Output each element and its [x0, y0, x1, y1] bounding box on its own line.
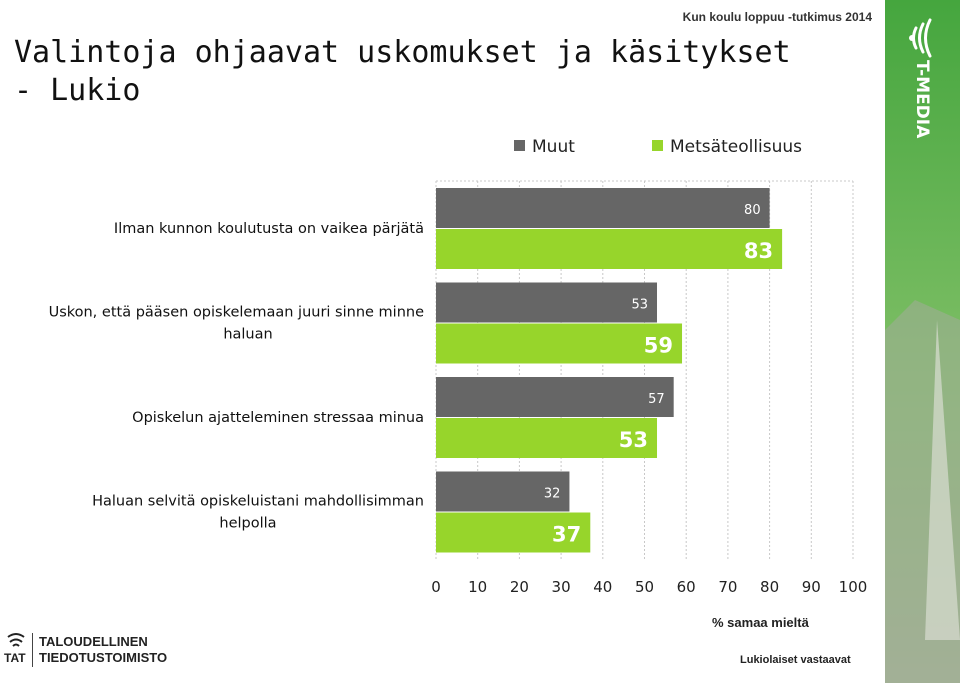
slide-title-line-2: - Lukio [14, 73, 141, 108]
tat-mark-icon [7, 633, 25, 647]
footnote: Lukiolaiset vastaavat [740, 654, 851, 666]
slide-title-line-1: Valintoja ohjaavat uskomukset ja käsityk… [14, 35, 791, 70]
data-label: 32 [544, 487, 561, 502]
category-label: haluan [223, 327, 272, 343]
survey-name: Kun koulu loppuu -tutkimus 2014 [682, 10, 872, 24]
bar-metsateollisuus [436, 418, 658, 458]
brand-strip-art: T-MEDIA [885, 0, 960, 683]
chart-legend: Muut Metsäteollisuus [514, 137, 802, 157]
category-label: Ilman kunnon koulutusta on vaikea pärjät… [114, 221, 424, 237]
legend-label: Metsäteollisuus [670, 137, 802, 157]
bar-muut [436, 471, 570, 512]
data-label: 53 [631, 298, 648, 313]
legend-label: Muut [532, 137, 575, 157]
data-label: 80 [744, 203, 761, 218]
slide-title: Valintoja ohjaavat uskomukset ja käsityk… [14, 34, 791, 110]
x-tick-label: 30 [552, 578, 571, 596]
plot-area: 0 10 20 30 40 50 60 70 80 90 100 80 83 Ilman kunnon k… [49, 180, 868, 596]
bar-muut [436, 188, 770, 228]
legend-swatch [652, 140, 663, 151]
category-label: Haluan selvitä opiskeluistani mahdollisi… [92, 494, 424, 510]
x-tick-label: 80 [760, 578, 779, 596]
x-axis-label: % samaa mieltä [712, 615, 810, 630]
data-label: 53 [619, 428, 648, 452]
org-name-line-1: TALOUDELLINEN [39, 634, 148, 649]
sail-shape [925, 320, 960, 640]
x-tick-label: 0 [431, 578, 441, 596]
org-abbreviation: TAT [4, 651, 26, 665]
category-label: helpolla [219, 516, 276, 532]
category-label: Opiskelun ajatteleminen stressaa minua [132, 410, 424, 426]
t-media-dot-icon [909, 35, 915, 41]
x-tick-label: 60 [677, 578, 696, 596]
data-label: 59 [644, 334, 673, 358]
x-tick-label: 40 [593, 578, 612, 596]
bar-metsateollisuus [436, 512, 591, 553]
x-tick-label: 10 [468, 578, 487, 596]
category-label: Uskon, että pääsen opiskelemaan juuri si… [49, 305, 425, 321]
data-label: 57 [648, 392, 665, 407]
brand-name: T-MEDIA [912, 60, 932, 139]
x-tick-label: 70 [718, 578, 737, 596]
x-tick-label: 20 [510, 578, 529, 596]
bar-chart: Muut Metsäteollisuus 0 10 20 30 40 50 60 70 80 90 1… [49, 137, 868, 630]
tat-logo: TAT TALOUDELLINEN TIEDOTUSTOIMISTO [4, 631, 204, 671]
bar-muut [436, 282, 658, 323]
x-tick-label: 100 [839, 578, 868, 596]
bar-metsateollisuus [436, 323, 683, 364]
org-name: TALOUDELLINEN TIEDOTUSTOIMISTO [39, 634, 167, 666]
x-tick-label: 90 [802, 578, 821, 596]
logo-divider [32, 633, 33, 667]
legend-swatch [514, 140, 525, 151]
data-label: 83 [744, 239, 773, 263]
data-label: 37 [552, 523, 581, 547]
bar-metsateollisuus [436, 229, 783, 269]
x-tick-label: 50 [635, 578, 654, 596]
brand-strip: T-MEDIA [885, 0, 960, 683]
org-name-line-2: TIEDOTUSTOIMISTO [39, 650, 168, 665]
bar-muut [436, 377, 674, 417]
